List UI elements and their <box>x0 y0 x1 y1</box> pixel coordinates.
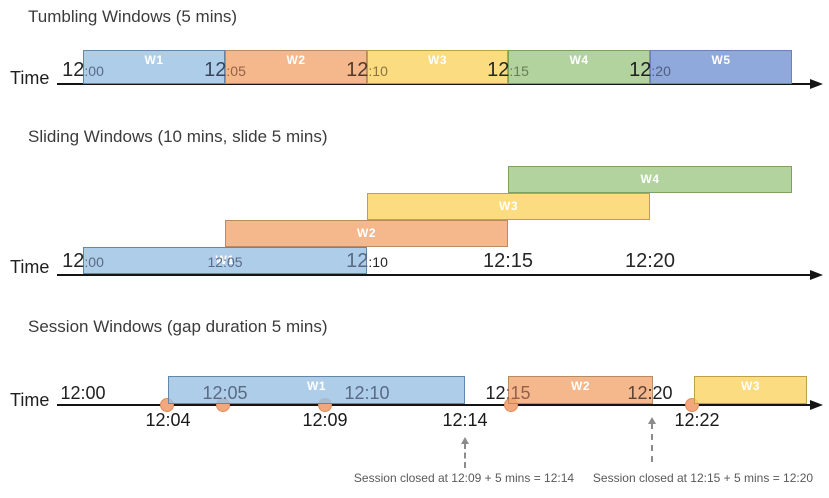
axis-line <box>57 404 812 406</box>
tick-label: 12:05 <box>207 251 242 271</box>
tick-label-part: 12 <box>627 383 648 403</box>
tick-label-part: 12 <box>487 59 510 81</box>
window-box <box>508 166 792 193</box>
window-box <box>508 50 650 84</box>
window-label: W2 <box>357 226 376 240</box>
tick-label: 12:05 <box>204 60 246 80</box>
tick-label: 12:20 <box>627 384 672 402</box>
window-box <box>83 247 367 274</box>
tick-label: 12:00 <box>60 384 105 402</box>
window-label: W5 <box>711 53 731 67</box>
event-time-label: 12:22 <box>674 410 720 430</box>
callout-arrow <box>651 423 653 462</box>
window-box <box>367 193 650 220</box>
tick-label-part: 12 <box>346 59 369 81</box>
session-section-title: Session Windows (gap duration 5 mins) <box>28 317 328 336</box>
tick-label-part: :00 <box>84 63 104 79</box>
tick-label-part: :10 <box>368 254 388 270</box>
window-box <box>225 50 367 84</box>
tick-label-part: 12 <box>204 59 227 81</box>
tick-label-part: :20 <box>647 383 673 403</box>
tick-label-part: 12:05 <box>207 254 243 270</box>
window-label: W1 <box>144 53 164 67</box>
annotation-text: Session closed at 12:09 + 5 mins = 12:14 <box>353 471 575 485</box>
tick-label-part: 12 <box>629 59 652 81</box>
axis-arrowhead-icon <box>810 79 823 89</box>
tick-label: 12:10 <box>344 384 389 402</box>
tick-label-part: 12 <box>62 250 85 272</box>
window-label: W1 <box>307 379 326 393</box>
tick-label-part: :00 <box>84 254 104 270</box>
tumbling-time-axis-label: Time <box>10 68 50 88</box>
sliding-section-title: Sliding Windows (10 mins, slide 5 mins) <box>28 127 328 146</box>
window-label: W2 <box>286 53 306 67</box>
tumbling-section-title: Tumbling Windows (5 mins) <box>28 7 238 26</box>
tick-label: 12:00 <box>62 60 104 80</box>
sliding-time-axis-label: Time <box>10 257 50 277</box>
tick-label-part: :05 <box>226 63 246 79</box>
session-time-axis-label: Time <box>10 390 50 410</box>
window-box <box>168 376 465 404</box>
tick-label-part: 12:10 <box>344 383 390 403</box>
event-time-label: 12:09 <box>302 410 348 430</box>
window-label: W3 <box>428 53 447 67</box>
event-time-label: 12:04 <box>145 410 191 430</box>
tick-label-part: :20 <box>651 63 671 79</box>
tick-label-part: :15 <box>505 383 531 403</box>
tick-label: 12:15 <box>483 251 533 271</box>
tick-label: 12:10 <box>346 251 388 271</box>
window-box <box>694 376 807 404</box>
window-box <box>508 376 653 404</box>
callout-arrowhead-icon <box>461 437 469 444</box>
window-box <box>367 50 508 84</box>
tick-label: 12:05 <box>202 384 247 402</box>
tick-label-part: :15 <box>509 63 529 79</box>
window-label: W4 <box>640 172 660 186</box>
tick-label-part: 12 <box>346 250 369 272</box>
tick-label: 12:20 <box>625 251 675 271</box>
window-box <box>83 50 225 84</box>
tick-label-part: 12 <box>62 59 85 81</box>
tick-label: 12:20 <box>629 60 671 80</box>
window-label: W4 <box>569 53 589 67</box>
axis-line <box>57 274 812 276</box>
window-label: W2 <box>571 379 590 393</box>
window-label: W3 <box>499 199 518 213</box>
tick-label-part: 12:00 <box>60 383 106 403</box>
window-label: W1 <box>215 253 235 267</box>
callout-arrowhead-icon <box>648 417 656 424</box>
axis-arrowhead-icon <box>810 270 823 280</box>
window-box <box>225 220 508 247</box>
tick-label-part: 12:05 <box>202 383 248 403</box>
annotation-text: Session closed at 12:15 + 5 mins = 12:20 <box>592 471 814 485</box>
tick-label-part: 12:20 <box>624 250 676 272</box>
tick-label-part: 12:15 <box>482 250 534 272</box>
event-time-label: 12:14 <box>442 410 488 430</box>
tick-label: 12:15 <box>487 60 529 80</box>
tick-label: 12:15 <box>485 384 530 402</box>
window-label: W3 <box>741 379 760 393</box>
axis-line <box>57 83 812 85</box>
tick-label-part: :10 <box>368 63 388 79</box>
axis-arrowhead-icon <box>810 400 823 410</box>
tick-label: 12:10 <box>346 60 388 80</box>
tick-label-part: 12 <box>485 383 506 403</box>
tick-label: 12:00 <box>62 251 104 271</box>
callout-arrow <box>464 443 466 468</box>
window-box <box>650 50 792 84</box>
